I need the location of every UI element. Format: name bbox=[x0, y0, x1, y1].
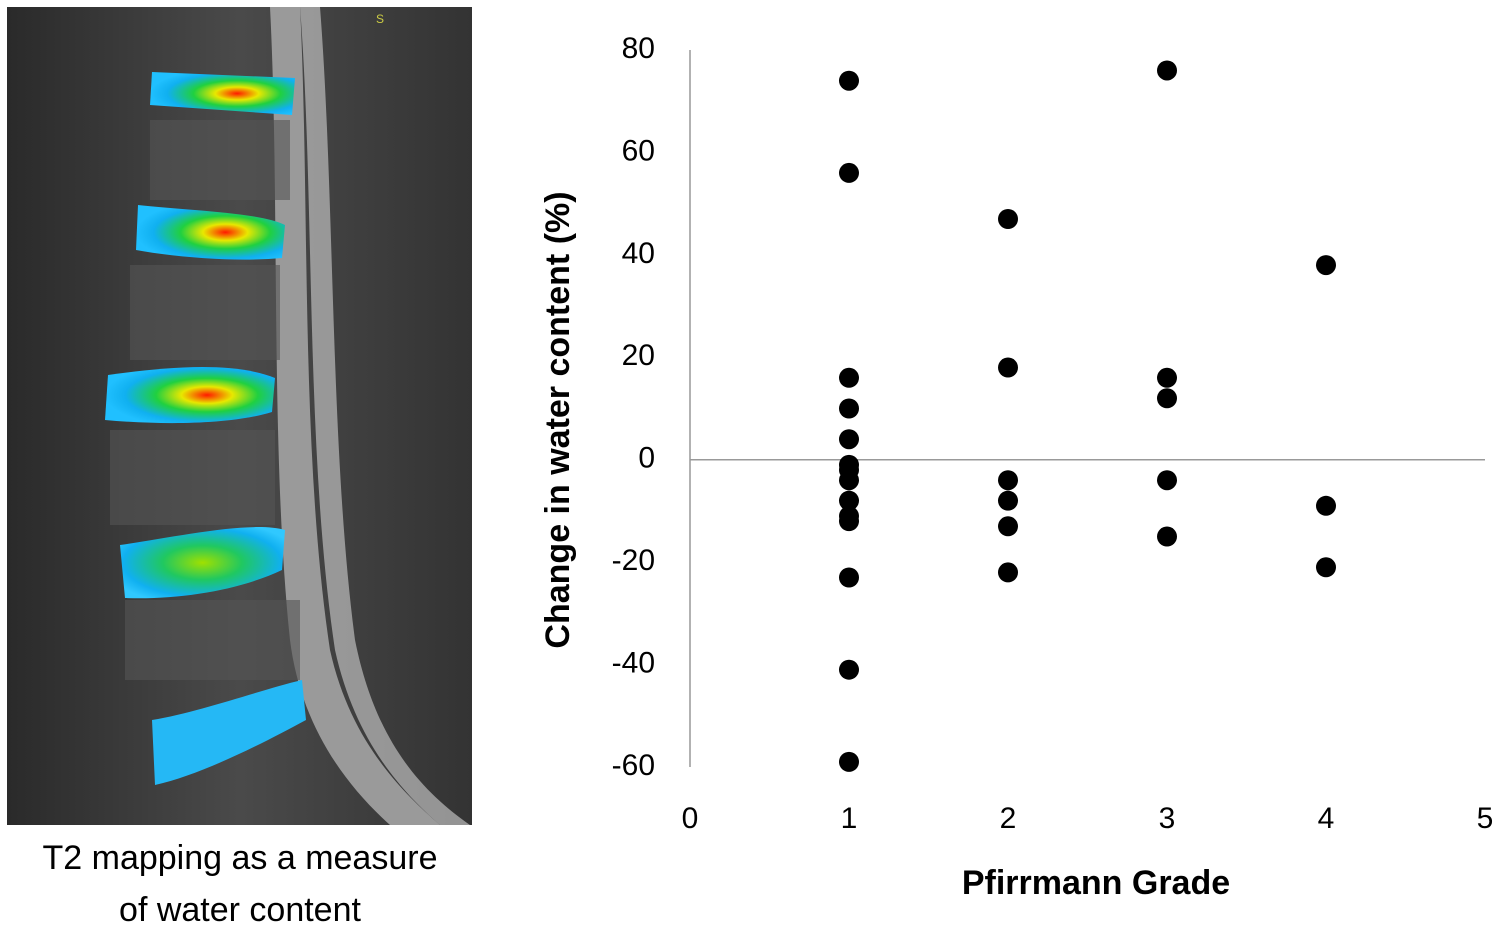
point bbox=[1316, 495, 1336, 516]
point bbox=[998, 209, 1018, 230]
caption-line: of water content bbox=[119, 891, 361, 929]
x-tick-label: 5 bbox=[1477, 802, 1494, 835]
point bbox=[1316, 255, 1336, 276]
point bbox=[839, 429, 859, 450]
point bbox=[998, 357, 1018, 378]
point bbox=[998, 490, 1018, 511]
point bbox=[998, 516, 1018, 537]
point bbox=[839, 659, 859, 680]
x-tick-label: 3 bbox=[1159, 802, 1176, 835]
x-axis-label: Pfirrmann Grade bbox=[962, 864, 1230, 902]
point bbox=[839, 567, 859, 588]
point bbox=[839, 751, 859, 772]
y-axis-label: Change in water content (%) bbox=[539, 191, 577, 648]
point bbox=[998, 562, 1018, 583]
point bbox=[839, 470, 859, 491]
point bbox=[839, 490, 859, 511]
caption-line: T2 mapping as a measure bbox=[43, 839, 438, 877]
point bbox=[839, 511, 859, 532]
point bbox=[839, 70, 859, 91]
point bbox=[1157, 526, 1177, 547]
point bbox=[839, 398, 859, 419]
x-tick-label: 2 bbox=[1000, 802, 1017, 835]
y-tick-label: -20 bbox=[612, 544, 655, 577]
x-tick-label: 0 bbox=[682, 802, 699, 835]
point bbox=[1316, 557, 1336, 578]
point bbox=[1157, 470, 1177, 491]
y-tick-label: 0 bbox=[638, 442, 655, 475]
point bbox=[1157, 367, 1177, 388]
point bbox=[998, 470, 1018, 491]
y-tick-label: 60 bbox=[622, 134, 655, 167]
x-tick-label: 1 bbox=[841, 802, 858, 835]
image-marker: S bbox=[376, 12, 384, 26]
point bbox=[1157, 60, 1177, 81]
point bbox=[1157, 388, 1177, 409]
y-tick-label: 20 bbox=[622, 339, 655, 372]
y-tick-label: 40 bbox=[622, 237, 655, 270]
x-tick-label: 4 bbox=[1318, 802, 1335, 835]
y-tick-label: -40 bbox=[612, 646, 655, 679]
mri-image: S bbox=[7, 7, 472, 825]
point bbox=[839, 367, 859, 388]
y-tick-label: 80 bbox=[622, 32, 655, 65]
point bbox=[839, 162, 859, 183]
y-tick-label: -60 bbox=[612, 749, 655, 782]
